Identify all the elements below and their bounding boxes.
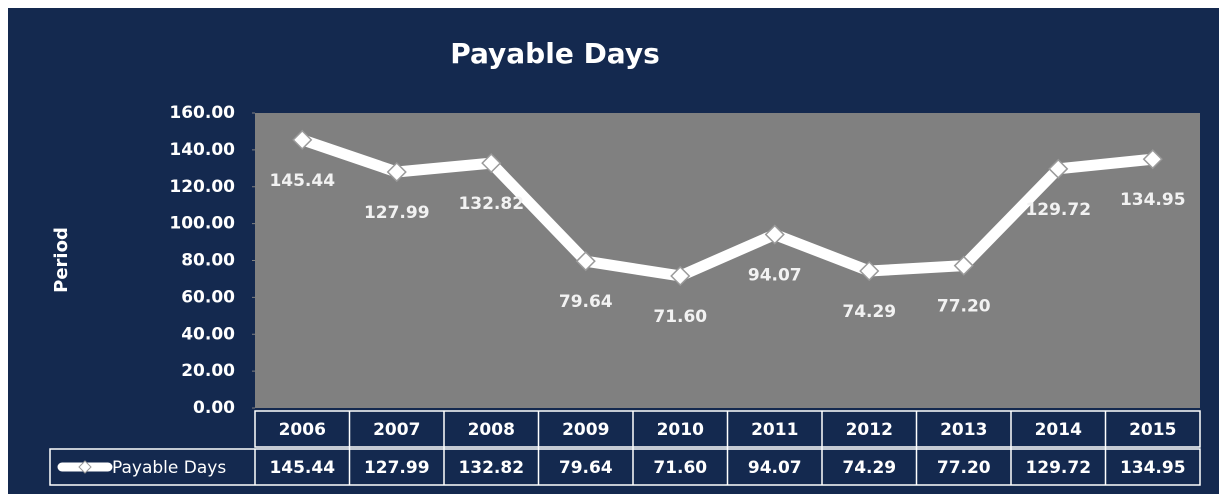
x-tick-label: 2007 — [373, 420, 420, 440]
data-label: 127.99 — [364, 203, 430, 223]
x-tick-label: 2013 — [940, 420, 987, 440]
y-tick-label: 80.00 — [181, 251, 235, 271]
point-marker — [292, 129, 313, 150]
data-label: 94.07 — [748, 266, 802, 286]
data-label: 145.44 — [269, 171, 335, 191]
data-label: 79.64 — [559, 292, 613, 312]
table-value: 77.20 — [937, 458, 991, 478]
series-line — [300, 134, 1154, 282]
y-tick-label: 0.00 — [193, 398, 235, 418]
data-label: 132.82 — [458, 194, 524, 214]
x-tick-label: 2012 — [846, 420, 893, 440]
table-value: 134.95 — [1120, 458, 1186, 478]
y-tick-label: 60.00 — [181, 287, 235, 307]
table-value: 94.07 — [748, 458, 802, 478]
x-tick-label: 2014 — [1035, 420, 1082, 440]
data-label: 77.20 — [937, 297, 991, 317]
data-label: 74.29 — [842, 302, 896, 322]
data-label: 129.72 — [1025, 200, 1091, 220]
y-tick-label: 100.00 — [169, 214, 235, 234]
point-marker — [1048, 158, 1069, 179]
table-value: 71.60 — [653, 458, 707, 478]
y-tick-label: 120.00 — [169, 177, 235, 197]
table-value: 127.99 — [364, 458, 430, 478]
y-tick-label: 140.00 — [169, 140, 235, 160]
point-marker — [670, 265, 691, 287]
y-tick-label: 160.00 — [169, 103, 235, 123]
chart-title: Payable Days — [450, 37, 660, 70]
legend-marker — [78, 460, 92, 474]
x-tick-label: 2010 — [657, 420, 704, 440]
x-tick-label: 2006 — [279, 420, 326, 440]
x-tick-label: 2011 — [751, 420, 798, 440]
point-marker — [575, 251, 596, 272]
legend-label: Payable Days — [112, 458, 226, 478]
table-value: 145.44 — [269, 458, 335, 478]
table-value: 79.64 — [559, 458, 613, 478]
point-marker — [481, 153, 502, 174]
data-label: 71.60 — [653, 307, 707, 327]
y-axis-label: Period — [51, 227, 72, 293]
point-marker — [953, 255, 974, 276]
x-tick-label: 2008 — [468, 420, 515, 440]
y-tick-label: 40.00 — [181, 324, 235, 344]
point-marker — [764, 224, 785, 245]
x-tick-label: 2009 — [562, 420, 609, 440]
point-marker — [1142, 149, 1163, 170]
table-value: 74.29 — [842, 458, 896, 478]
table-value: 132.82 — [458, 458, 524, 478]
data-label: 134.95 — [1120, 190, 1186, 210]
point-marker — [386, 161, 407, 183]
table-data-row — [49, 448, 1201, 486]
point-marker — [859, 260, 880, 282]
y-tick-label: 20.00 — [181, 361, 235, 381]
x-tick-label: 2015 — [1129, 420, 1176, 440]
table-value: 129.72 — [1025, 458, 1091, 478]
